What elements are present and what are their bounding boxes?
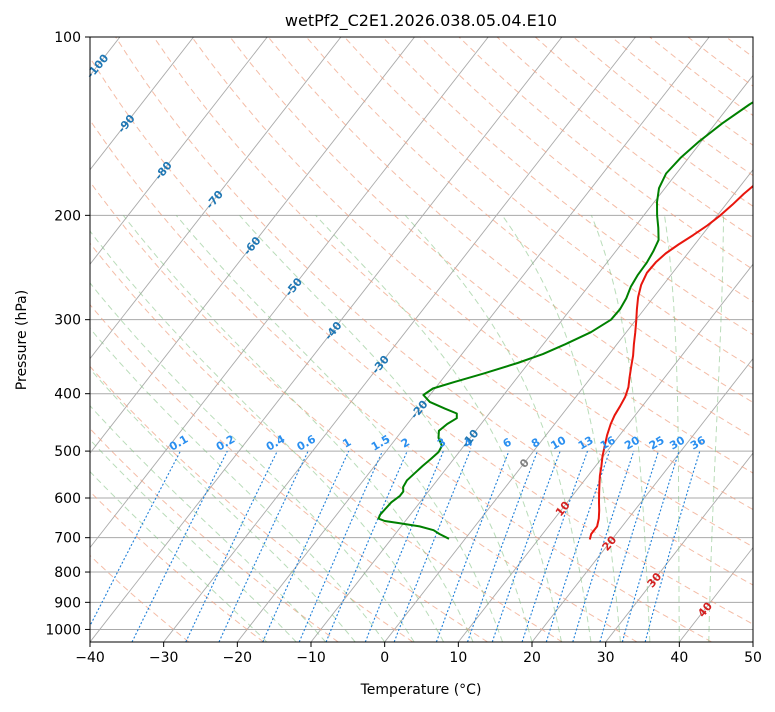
x-tick-label: 50 — [744, 650, 762, 666]
y-tick-label: 300 — [54, 313, 81, 329]
y-tick-label: 600 — [54, 491, 81, 507]
chart-title: wetPf2_C2E1.2026.038.05.04.E10 — [285, 11, 557, 31]
y-tick-label: 400 — [54, 387, 81, 403]
x-tick-label: 10 — [449, 650, 467, 666]
y-tick-label: 200 — [54, 208, 81, 224]
x-tick-label: 40 — [670, 650, 688, 666]
x-tick-label: −20 — [223, 650, 253, 666]
y-tick-label: 700 — [54, 531, 81, 547]
x-tick-label: −10 — [296, 650, 326, 666]
x-tick-label: −40 — [75, 650, 105, 666]
x-axis-label: Temperature (°C) — [360, 682, 482, 698]
y-tick-label: 800 — [54, 565, 81, 581]
x-tick-label: 0 — [380, 650, 389, 666]
x-tick-label: 30 — [597, 650, 615, 666]
y-tick-label: 900 — [54, 595, 81, 611]
x-tick-label: −30 — [149, 650, 179, 666]
y-tick-label: 500 — [54, 444, 81, 460]
y-tick-label: 1000 — [45, 622, 81, 638]
x-tick-label: 20 — [523, 650, 541, 666]
y-tick-label: 100 — [54, 30, 81, 46]
y-axis-label: Pressure (hPa) — [14, 290, 30, 390]
